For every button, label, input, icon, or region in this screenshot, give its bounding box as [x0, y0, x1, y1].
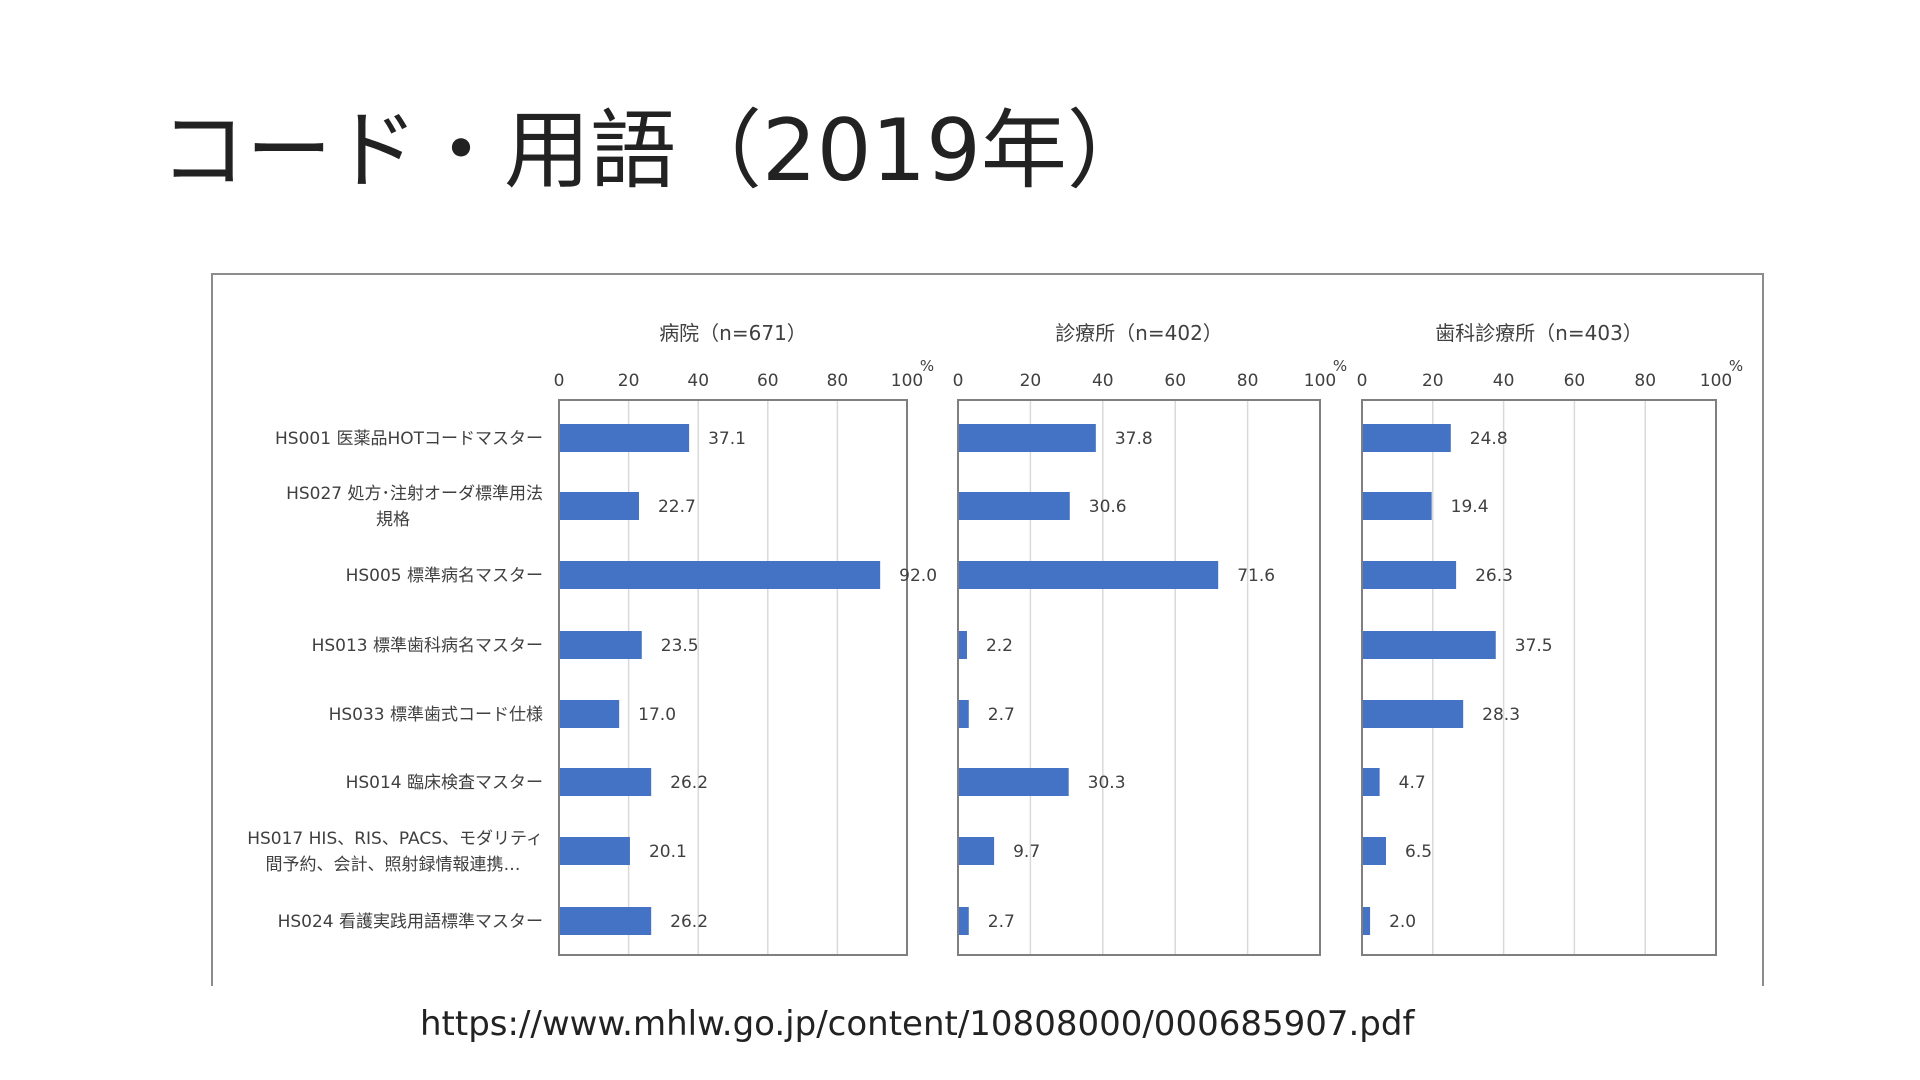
x-tick-label: 40 [1493, 371, 1515, 391]
x-tick-label: 0 [1357, 371, 1368, 391]
x-tick-label: 40 [687, 371, 709, 391]
bar [1363, 837, 1387, 865]
bar [1363, 768, 1380, 796]
bar [560, 492, 639, 520]
bar [560, 561, 881, 589]
unit-label: % [920, 357, 934, 375]
panel-title: 病院（n=671） [659, 321, 807, 345]
category-label: HS033 標準歯式コード仕様 [329, 705, 543, 725]
data-label: 6.5 [1405, 842, 1432, 862]
bar [959, 492, 1070, 520]
slide-title: コード・用語（2019年） [160, 101, 1153, 201]
data-label: 28.3 [1482, 705, 1520, 725]
panel-title: 歯科診療所（n=403） [1435, 321, 1643, 345]
data-label: 17.0 [638, 705, 676, 725]
category-label: HS017 HIS、RIS、PACS、モダリティ [247, 829, 543, 849]
bar [959, 561, 1219, 589]
data-label: 37.5 [1515, 636, 1553, 656]
panel-plot-area [1361, 399, 1717, 956]
data-label: 9.7 [1013, 842, 1040, 862]
data-label: 26.3 [1475, 566, 1513, 586]
bar [560, 631, 642, 659]
x-tick-label: 100 [1700, 371, 1732, 391]
x-tick-label: 40 [1092, 371, 1114, 391]
x-tick-label: 0 [554, 371, 565, 391]
bar [959, 700, 969, 728]
bar [959, 768, 1069, 796]
x-tick-label: 80 [1237, 371, 1259, 391]
x-tick-label: 20 [1422, 371, 1444, 391]
data-label: 23.5 [661, 636, 699, 656]
x-tick-label: 100 [1304, 371, 1336, 391]
data-label: 2.2 [986, 636, 1013, 656]
unit-label: % [1729, 357, 1743, 375]
category-label: HS024 看護実践用語標準マスター [278, 912, 543, 932]
data-label: 22.7 [658, 497, 696, 517]
x-tick-label: 0 [953, 371, 964, 391]
data-label: 20.1 [649, 842, 687, 862]
data-label: 37.1 [708, 429, 746, 449]
bar [560, 768, 652, 796]
bar [959, 631, 967, 659]
category-label: 規格 [376, 510, 410, 530]
x-tick-label: 80 [1634, 371, 1656, 391]
data-label: 37.8 [1115, 429, 1153, 449]
bar [560, 424, 690, 452]
unit-label: % [1333, 357, 1347, 375]
x-tick-label: 60 [1564, 371, 1586, 391]
panel-plot-area [957, 399, 1321, 956]
data-label: 2.7 [988, 705, 1015, 725]
x-tick-label: 60 [757, 371, 779, 391]
data-label: 30.3 [1088, 773, 1126, 793]
bar [560, 907, 652, 935]
data-label: 2.7 [988, 912, 1015, 932]
bar [1363, 492, 1432, 520]
bar [560, 700, 620, 728]
bar [959, 837, 995, 865]
data-label: 19.4 [1451, 497, 1489, 517]
data-label: 24.8 [1470, 429, 1508, 449]
data-label: 30.6 [1089, 497, 1127, 517]
bar [1363, 631, 1496, 659]
bar [959, 424, 1096, 452]
x-tick-label: 100 [891, 371, 923, 391]
bar [1363, 907, 1371, 935]
data-label: 26.2 [670, 773, 708, 793]
panel-plot-area [558, 399, 908, 956]
category-label: HS013 標準歯科病名マスター [312, 636, 543, 656]
data-label: 4.7 [1399, 773, 1426, 793]
category-label: HS014 臨床検査マスター [346, 773, 543, 793]
source-url-link[interactable]: https://www.mhlw.go.jp/content/10808000/… [420, 1004, 1415, 1044]
x-tick-label: 80 [827, 371, 849, 391]
x-tick-label: 20 [1020, 371, 1042, 391]
bar [1363, 700, 1464, 728]
bar [1363, 424, 1451, 452]
data-label: 71.6 [1237, 566, 1275, 586]
bar [1363, 561, 1457, 589]
data-label: 26.2 [670, 912, 708, 932]
x-tick-label: 20 [618, 371, 640, 391]
category-label: HS027 処方･注射オーダ標準用法 [286, 484, 543, 504]
bar [560, 837, 630, 865]
category-label: 間予約、会計、照射録情報連携… [266, 855, 521, 875]
data-label: 2.0 [1389, 912, 1416, 932]
category-label: HS005 標準病名マスター [346, 566, 543, 586]
x-tick-label: 60 [1164, 371, 1186, 391]
data-label: 92.0 [899, 566, 937, 586]
category-label: HS001 医薬品HOTコードマスター [275, 429, 543, 449]
bar [959, 907, 969, 935]
chart-frame: HS001 医薬品HOTコードマスター HS027 処方･注射オーダ標準用法規格 H… [211, 273, 1764, 986]
panel-title: 診療所（n=402） [1055, 321, 1223, 345]
